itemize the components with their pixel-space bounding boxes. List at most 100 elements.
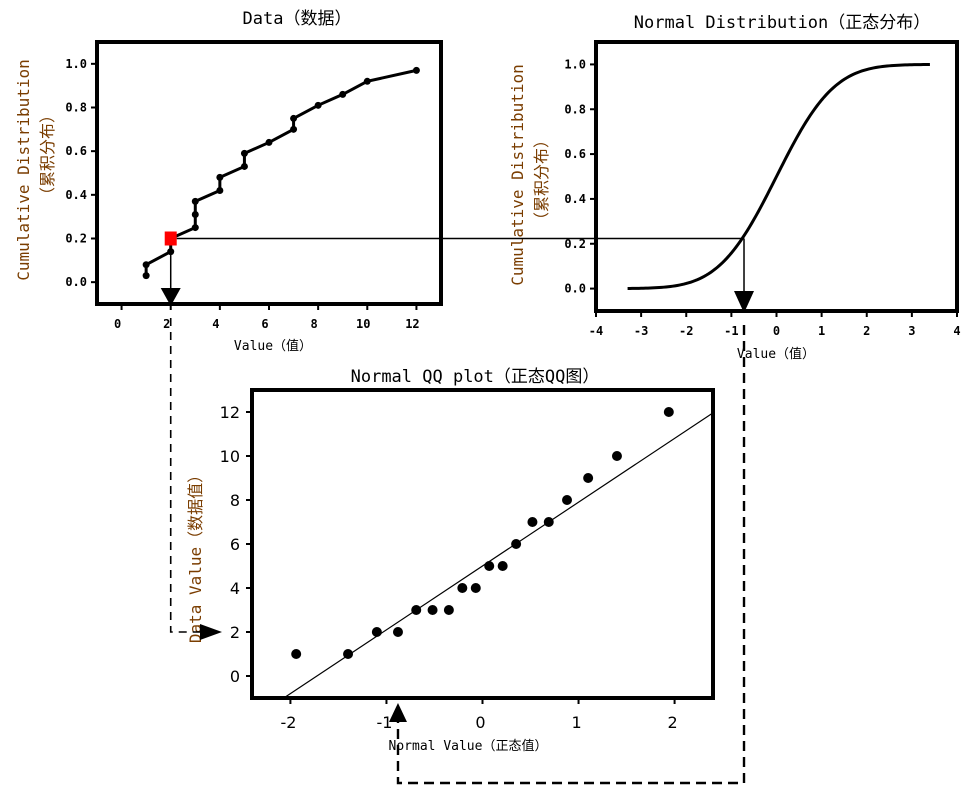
qq-point xyxy=(392,627,403,637)
x-tick-label: 4 xyxy=(212,317,219,331)
qq-x-up-arrow xyxy=(388,703,407,722)
x-tick-label: -3 xyxy=(634,324,648,338)
connector-annotations xyxy=(160,237,755,785)
x-tick-label: -1 xyxy=(724,324,738,338)
y-tick-label: 0.0 xyxy=(564,282,586,296)
x-tick-label: 0 xyxy=(114,317,121,331)
qq-point xyxy=(543,517,554,527)
qq-chart-xlabel: Normal Value（正态值） xyxy=(389,738,548,754)
normal-down-arrow xyxy=(734,291,755,313)
x-tick-label: 6 xyxy=(261,317,268,331)
x-tick-label: -1 xyxy=(376,713,392,732)
ecdf-point xyxy=(216,173,224,181)
x-tick-label: 0 xyxy=(773,324,780,338)
dashed-normal-connector xyxy=(396,325,746,785)
qq-point xyxy=(663,407,674,417)
normal-cdf-curve xyxy=(627,62,930,290)
y-tick-label: 0.0 xyxy=(65,275,87,289)
qq-chart-title: Normal QQ plot（正态QQ图） xyxy=(351,367,600,387)
ecdf-point xyxy=(240,149,248,157)
qq-chart-frame xyxy=(250,388,715,700)
x-tick-label: 2 xyxy=(863,324,870,338)
x-tick-label: 1 xyxy=(818,324,825,338)
ecdf-point xyxy=(290,114,298,122)
qq-point xyxy=(611,451,622,461)
y-tick-label: 0.8 xyxy=(65,101,87,115)
qq-point xyxy=(411,605,422,615)
qq-point xyxy=(443,605,454,615)
qq-point xyxy=(511,539,522,549)
ecdf-point xyxy=(240,162,248,170)
dashed-data-connector xyxy=(169,318,218,633)
ecdf-point xyxy=(191,197,199,205)
normal-chart-xlabel: Value（值） xyxy=(737,346,815,362)
qq-point xyxy=(527,517,538,527)
x-tick-label: 12 xyxy=(405,317,419,331)
y-tick-label: 0.6 xyxy=(564,147,586,161)
data-chart-ylabel-line1: Cumulative Distribution xyxy=(14,59,33,281)
data-down-arrow xyxy=(160,288,181,306)
ecdf-point xyxy=(142,261,150,269)
data-chart-title: Data（数据） xyxy=(243,9,352,29)
qq-fit-line xyxy=(283,412,714,699)
x-tick-label: 0 xyxy=(475,713,485,732)
y-tick-label: 4 xyxy=(230,579,240,598)
ecdf-line xyxy=(144,68,417,276)
qq-point xyxy=(291,649,302,659)
y-tick-label: 10 xyxy=(220,447,240,466)
ecdf-point xyxy=(142,272,150,280)
qq-point xyxy=(343,649,354,659)
qq-point xyxy=(427,605,438,615)
qq-chart-ylabel: Data Value（数据值） xyxy=(186,467,205,643)
qq-point xyxy=(484,561,495,571)
x-tick-label: 10 xyxy=(356,317,370,331)
qq-point xyxy=(497,561,508,571)
x-tick-label: -2 xyxy=(679,324,693,338)
y-tick-label: 8 xyxy=(230,491,240,510)
normal-chart-ylabel-line2: （累积分布） xyxy=(532,132,551,228)
normal-qq-chart: Normal QQ plot（正态QQ图） Normal Value（正态值） … xyxy=(186,367,715,754)
y-tick-label: 0.6 xyxy=(65,144,87,158)
ecdf-point xyxy=(412,66,420,74)
x-tick-label: -2 xyxy=(280,713,296,732)
y-tick-label: 0.8 xyxy=(564,102,586,116)
y-tick-label: 6 xyxy=(230,535,240,554)
qq-point xyxy=(457,583,468,593)
y-tick-label: 12 xyxy=(220,403,240,422)
data-chart-ylabel-line2: （累积分布） xyxy=(38,107,57,203)
ecdf-point xyxy=(314,101,322,109)
y-tick-label: 0.4 xyxy=(564,192,586,206)
ecdf-point xyxy=(265,138,273,146)
x-tick-label: 8 xyxy=(311,317,318,331)
x-tick-label: 1 xyxy=(571,713,581,732)
data-chart-xlabel: Value（值） xyxy=(234,338,312,354)
ecdf-point xyxy=(191,210,199,218)
normal-cdf-chart: Normal Distribution（正态分布） Value（值） Cumul… xyxy=(508,13,961,362)
ecdf-point xyxy=(290,125,298,133)
x-tick-label: 3 xyxy=(908,324,915,338)
y-tick-label: 2 xyxy=(230,623,240,642)
ecdf-point xyxy=(191,224,199,232)
qq-point xyxy=(583,473,594,483)
normal-chart-title: Normal Distribution（正态分布） xyxy=(634,13,930,33)
y-tick-label: 0.4 xyxy=(65,188,87,202)
normal-chart-ylabel-line1: Cumulative Distribution xyxy=(508,64,527,286)
qq-point xyxy=(470,583,481,593)
y-tick-label: 0.2 xyxy=(65,232,87,246)
qq-y-right-arrow xyxy=(200,624,222,640)
x-tick-label: 2 xyxy=(163,317,170,331)
qq-point xyxy=(562,495,573,505)
ecdf-point xyxy=(216,186,224,194)
x-tick-label: -4 xyxy=(589,324,603,338)
y-tick-label: 0 xyxy=(230,667,240,686)
data-ecdf-chart: Data（数据） Value（值） Cumulative Distributio… xyxy=(14,9,443,354)
y-tick-label: 1.0 xyxy=(564,57,586,71)
x-tick-label: 4 xyxy=(953,324,960,338)
highlight-point xyxy=(164,231,177,246)
ecdf-point xyxy=(339,90,347,98)
ecdf-point xyxy=(363,77,371,85)
qq-point xyxy=(371,627,382,637)
y-tick-label: 0.2 xyxy=(564,237,586,251)
x-tick-label: 2 xyxy=(667,713,677,732)
